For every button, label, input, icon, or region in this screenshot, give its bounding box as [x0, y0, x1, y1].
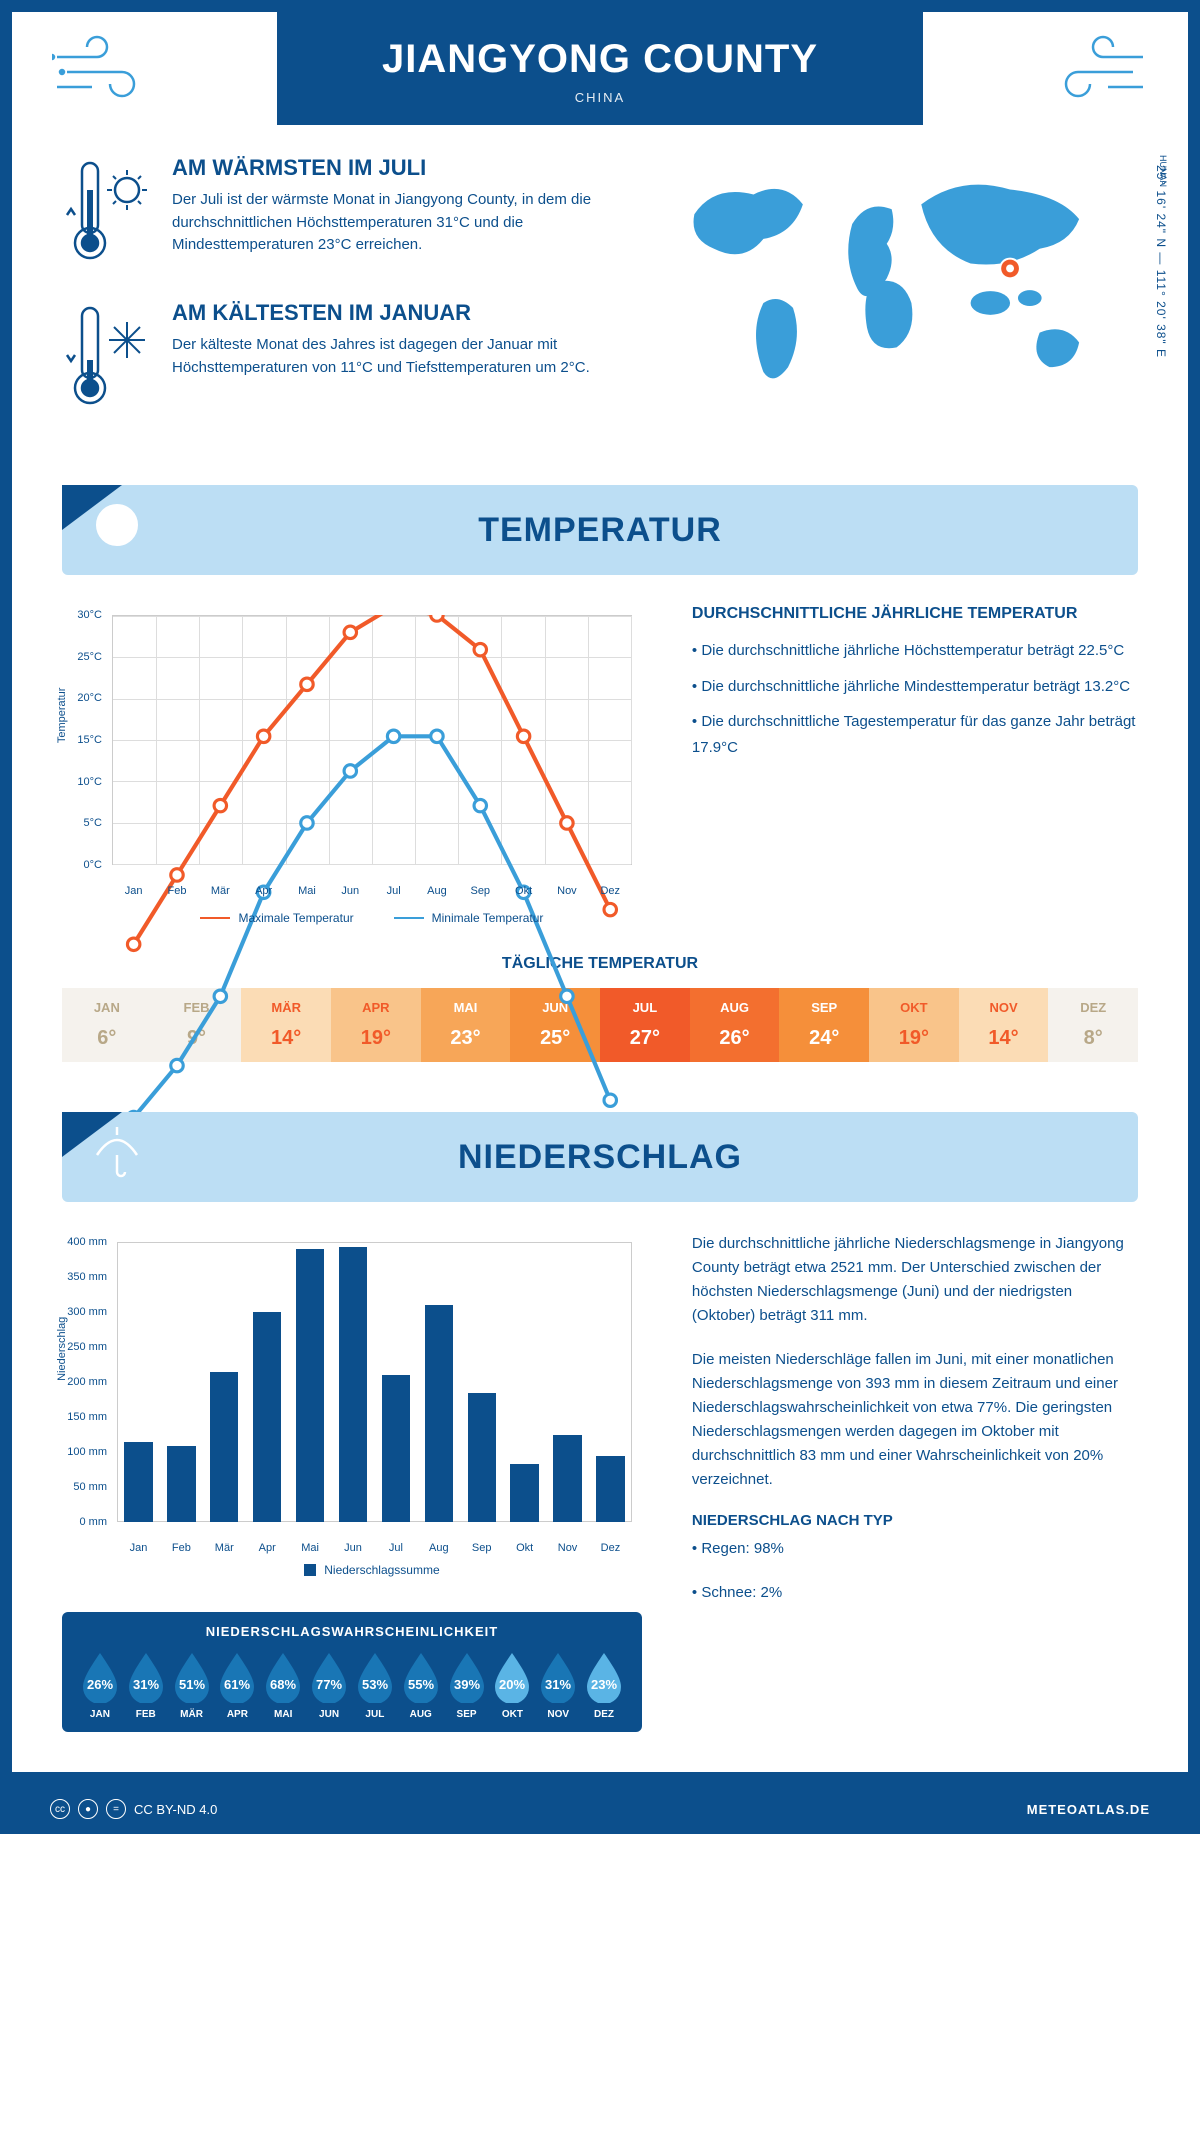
legend-max: Maximale Temperatur [200, 911, 353, 925]
cc-icon: cc [50, 1799, 70, 1819]
page-title: JIANGYONG COUNTY [277, 37, 923, 82]
temp-text-heading: DURCHSCHNITTLICHE JÄHRLICHE TEMPERATUR [692, 605, 1138, 623]
svg-text:31%: 31% [133, 1677, 159, 1692]
svg-text:23%: 23% [591, 1677, 617, 1692]
probability-cell: 53% JUL [352, 1651, 398, 1720]
precip-paragraph: Die meisten Niederschläge fallen im Juni… [692, 1348, 1138, 1492]
probability-cell: 39% SEP [444, 1651, 490, 1720]
daily-temp-cell: SEP24° [779, 988, 869, 1062]
svg-text:20%: 20% [499, 1677, 525, 1692]
daily-temp-cell: DEZ8° [1048, 988, 1138, 1062]
wind-icon [1038, 32, 1148, 117]
daily-temp-cell: OKT19° [869, 988, 959, 1062]
precip-type: • Regen: 98% [692, 1537, 1138, 1561]
precipitation-section-header: NIEDERSCHLAG [62, 1112, 1138, 1202]
coordinates: 25° 16' 24" N — 111° 20' 38" E [1154, 165, 1168, 358]
svg-text:61%: 61% [224, 1677, 250, 1692]
thermometer-hot-icon [62, 155, 152, 270]
warmest-text: Der Juli ist der wärmste Monat in Jiangy… [172, 189, 605, 257]
precip-bar [124, 1442, 152, 1523]
warmest-block: AM WÄRMSTEN IM JULI Der Juli ist der wär… [62, 155, 605, 270]
precip-bar [210, 1372, 238, 1523]
temp-bullet: • Die durchschnittliche Tagestemperatur … [692, 709, 1138, 760]
world-map [645, 155, 1138, 412]
svg-text:26%: 26% [87, 1677, 113, 1692]
precip-bar [510, 1464, 538, 1522]
precip-bar [339, 1247, 367, 1522]
by-icon: ● [78, 1799, 98, 1819]
thermometer-cold-icon [62, 300, 152, 415]
svg-text:31%: 31% [545, 1677, 571, 1692]
svg-text:53%: 53% [362, 1677, 388, 1692]
probability-cell: 51% MÄR [169, 1651, 215, 1720]
precip-bar [468, 1393, 496, 1523]
svg-text:68%: 68% [270, 1677, 296, 1692]
precip-bar [553, 1435, 581, 1523]
daily-temp-cell: NOV14° [959, 988, 1049, 1062]
precip-type-heading: NIEDERSCHLAG NACH TYP [692, 1512, 1138, 1529]
svg-text:39%: 39% [454, 1677, 480, 1692]
header-banner: JIANGYONG COUNTY CHINA [277, 12, 923, 125]
legend-precip: Niederschlagssumme [304, 1563, 439, 1577]
license-text: CC BY-ND 4.0 [134, 1802, 217, 1817]
probability-cell: 68% MAI [260, 1651, 306, 1720]
probability-cell: 55% AUG [398, 1651, 444, 1720]
probability-cell: 31% NOV [535, 1651, 581, 1720]
sun-icon [82, 490, 152, 565]
nd-icon: = [106, 1799, 126, 1819]
probability-cell: 26% JAN [77, 1651, 123, 1720]
probability-box: NIEDERSCHLAGSWAHRSCHEINLICHKEIT 26% JAN … [62, 1612, 642, 1732]
warmest-title: AM WÄRMSTEN IM JULI [172, 155, 605, 181]
temp-bullet: • Die durchschnittliche jährliche Höchst… [692, 638, 1138, 664]
svg-text:77%: 77% [316, 1677, 342, 1692]
precipitation-bar-chart: Niederschlag 0 mm50 mm100 mm150 mm200 mm… [62, 1232, 642, 1582]
precip-bar [253, 1312, 281, 1522]
probability-cell: 20% OKT [489, 1651, 535, 1720]
temp-bullet: • Die durchschnittliche jährliche Mindes… [692, 674, 1138, 700]
brand-text: METEOATLAS.DE [1027, 1802, 1150, 1817]
temperature-line-chart: Temperatur 0°C5°C10°C15°C20°C25°C30°C Ja… [62, 605, 642, 925]
section-title-temp: TEMPERATUR [62, 511, 1138, 550]
coldest-block: AM KÄLTESTEN IM JANUAR Der kälteste Mona… [62, 300, 605, 415]
precip-bar [425, 1305, 453, 1522]
daily-temp-cell: AUG26° [690, 988, 780, 1062]
probability-cell: 31% FEB [123, 1651, 169, 1720]
section-title-precip: NIEDERSCHLAG [62, 1138, 1138, 1177]
precip-type: • Schnee: 2% [692, 1581, 1138, 1605]
legend-min: Minimale Temperatur [394, 911, 544, 925]
probability-cell: 23% DEZ [581, 1651, 627, 1720]
temperature-section-header: TEMPERATUR [62, 485, 1138, 575]
precip-bar [296, 1249, 324, 1522]
umbrella-icon [82, 1117, 152, 1192]
precip-bar [167, 1446, 195, 1522]
svg-text:55%: 55% [408, 1677, 434, 1692]
probability-cell: 61% APR [214, 1651, 260, 1720]
precip-bar [596, 1456, 624, 1523]
probability-cell: 77% JUN [306, 1651, 352, 1720]
precip-paragraph: Die durchschnittliche jährliche Niedersc… [692, 1232, 1138, 1328]
coldest-text: Der kälteste Monat des Jahres ist dagege… [172, 334, 605, 379]
wind-icon [52, 32, 162, 117]
footer: cc ● = CC BY-ND 4.0 METEOATLAS.DE [0, 1784, 1200, 1834]
svg-text:51%: 51% [179, 1677, 205, 1692]
coldest-title: AM KÄLTESTEN IM JANUAR [172, 300, 605, 326]
precip-bar [382, 1375, 410, 1522]
country-subtitle: CHINA [277, 90, 923, 105]
